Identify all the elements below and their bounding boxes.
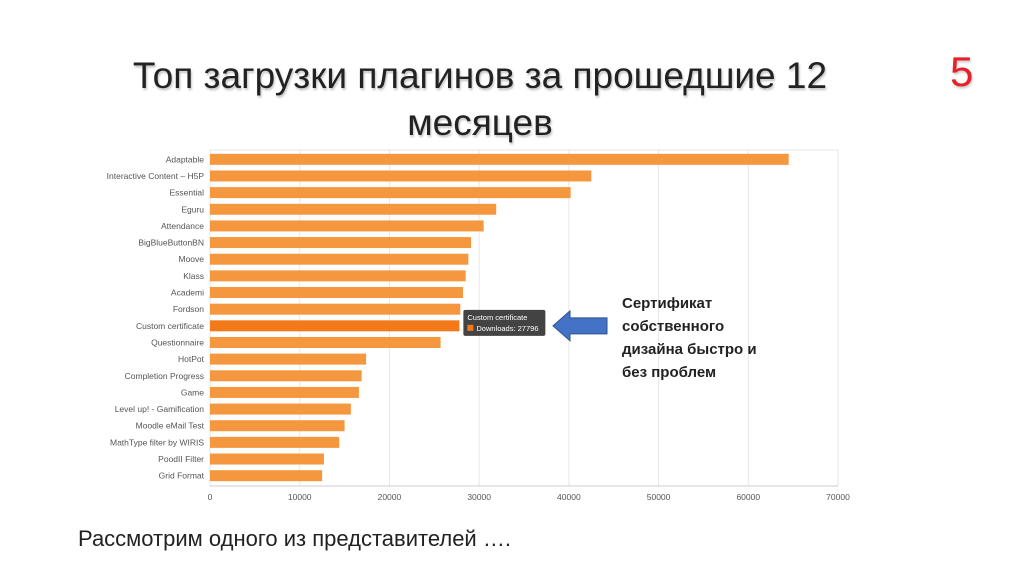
callout-line: Сертификат bbox=[622, 295, 713, 312]
bar bbox=[210, 353, 367, 365]
category-label: Moove bbox=[178, 254, 204, 264]
category-label: HotPot bbox=[178, 354, 205, 364]
bar bbox=[210, 320, 460, 332]
bar bbox=[210, 453, 324, 465]
category-label: Attendance bbox=[161, 221, 204, 231]
x-tick-label: 70000 bbox=[826, 492, 850, 502]
bar bbox=[210, 170, 592, 182]
bar bbox=[210, 336, 441, 348]
bar bbox=[210, 153, 789, 165]
bar bbox=[210, 203, 497, 215]
category-label: Academi bbox=[171, 288, 204, 298]
bar bbox=[210, 187, 571, 199]
x-tick-label: 50000 bbox=[647, 492, 671, 502]
category-label: Level up! - Gamification bbox=[115, 404, 205, 414]
category-label: Grid Format bbox=[159, 471, 205, 481]
category-label: Klass bbox=[183, 271, 204, 281]
callout-text: Сертификат собственного дизайна быстро и… bbox=[622, 292, 792, 384]
bar bbox=[210, 220, 484, 232]
slide-title-line2: месяцев bbox=[407, 102, 553, 143]
category-label: Essential bbox=[170, 188, 205, 198]
x-tick-label: 60000 bbox=[736, 492, 760, 502]
x-tick-label: 0 bbox=[208, 492, 213, 502]
bar bbox=[210, 287, 463, 299]
category-label: Adaptable bbox=[166, 154, 205, 164]
category-label: Questionnaire bbox=[151, 337, 204, 347]
callout-line: без проблем bbox=[622, 364, 717, 381]
bar bbox=[210, 237, 472, 249]
slide-number: 5 bbox=[950, 48, 974, 95]
category-label: Custom certificate bbox=[136, 321, 204, 331]
x-tick-label: 40000 bbox=[557, 492, 581, 502]
arrow-left-icon bbox=[552, 309, 608, 342]
bar bbox=[210, 403, 351, 415]
category-label: Moodle eMail Test bbox=[136, 421, 205, 431]
bar bbox=[210, 420, 345, 432]
bar bbox=[210, 303, 461, 315]
tooltip-box bbox=[463, 309, 546, 336]
category-label: Eguru bbox=[181, 204, 204, 214]
bar bbox=[210, 386, 359, 398]
x-tick-label: 20000 bbox=[378, 492, 402, 502]
slide-title-line1: Топ загрузки плагинов за прошедшие 12 bbox=[132, 55, 828, 96]
category-label: Completion Progress bbox=[125, 371, 204, 381]
category-label: BigBlueButtonBN bbox=[138, 238, 204, 248]
category-label: Interactive Content – H5P bbox=[107, 171, 205, 181]
slide-title: Топ загрузки плагинов за прошедшие 12 ме… bbox=[60, 52, 900, 146]
category-label: MathType filter by WIRIS bbox=[110, 437, 204, 447]
category-label: PoodII Filter bbox=[158, 454, 204, 464]
bar bbox=[210, 253, 469, 265]
bar bbox=[210, 436, 340, 448]
x-tick-label: 30000 bbox=[467, 492, 491, 502]
category-label: Fordson bbox=[173, 304, 204, 314]
category-label: Game bbox=[181, 387, 204, 397]
tooltip-value: Downloads: 27796 bbox=[476, 324, 538, 333]
tooltip-swatch bbox=[467, 324, 474, 331]
footer-text: Рассмотрим одного из представителей …. bbox=[78, 526, 511, 551]
x-tick-label: 10000 bbox=[288, 492, 312, 502]
callout-line: собственного bbox=[622, 318, 725, 335]
tooltip-title: Custom certificate bbox=[467, 313, 527, 322]
callout-line: дизайна быстро и bbox=[622, 341, 757, 358]
bar bbox=[210, 370, 362, 382]
bar bbox=[210, 270, 466, 282]
bar bbox=[210, 470, 323, 482]
